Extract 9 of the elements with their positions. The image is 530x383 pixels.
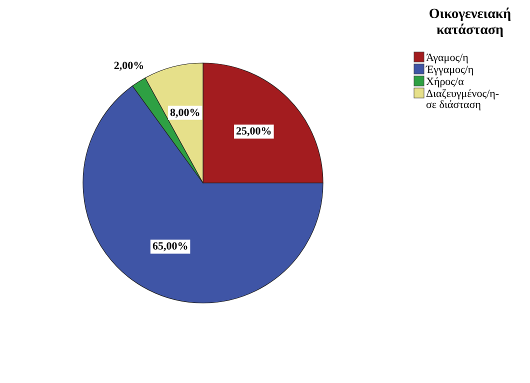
legend-label: Χήρος/α [426, 76, 464, 88]
legend-label: Διαζευγμένος/η- σε διάσταση [426, 88, 500, 111]
data-label: 8,00% [170, 106, 200, 119]
data-label: 65,00% [152, 240, 188, 253]
data-label: 25,00% [236, 126, 272, 138]
data-label: 2,00% [114, 60, 144, 72]
legend-label: Άγαμος/η [426, 52, 469, 64]
legend-title: Οικογενειακή κατάσταση [428, 7, 512, 38]
legend-label: Έγγαμος/η [425, 64, 474, 76]
